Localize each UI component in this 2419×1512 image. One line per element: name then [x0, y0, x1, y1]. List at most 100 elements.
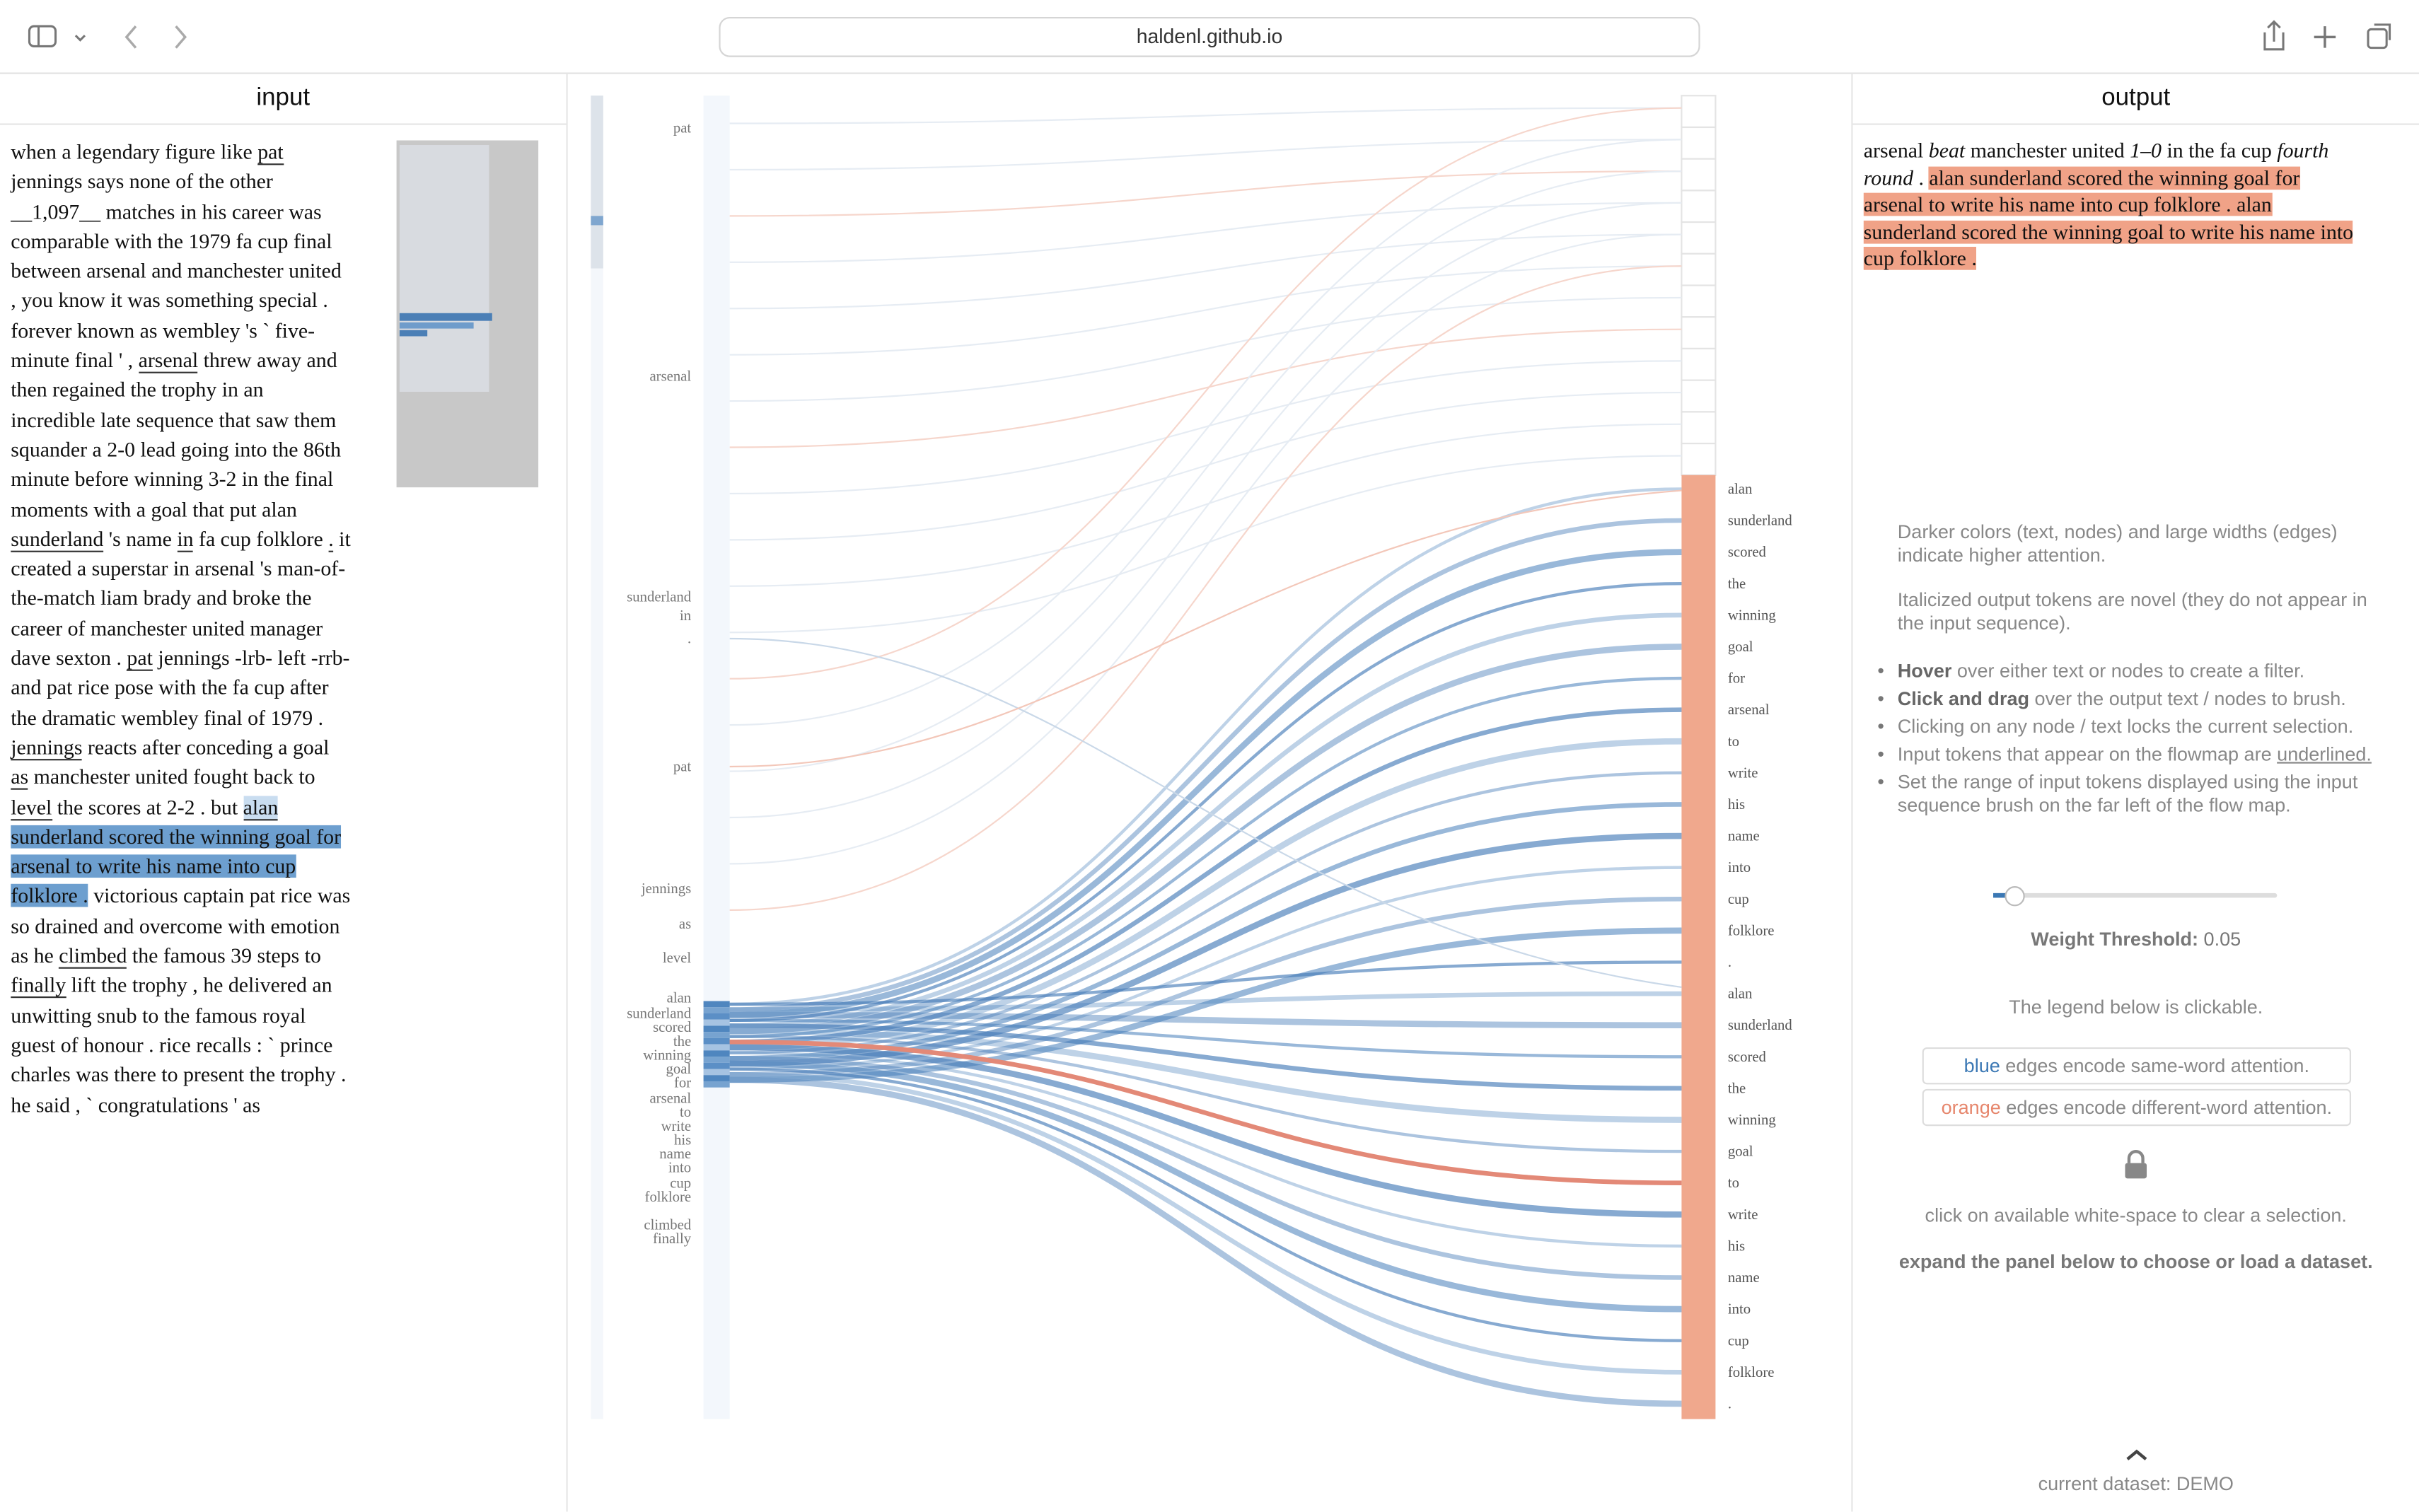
edge	[729, 802, 1682, 1061]
sidebar-button[interactable]	[28, 23, 105, 51]
edge	[729, 392, 1682, 541]
instruction-text: over the output text / nodes to brush.	[2029, 687, 2346, 710]
output-node-label: the	[1728, 1081, 1746, 1096]
text-line: charles was there to present the trophy …	[11, 1060, 350, 1090]
output-node	[1681, 190, 1717, 223]
expand-arrow[interactable]	[2124, 1447, 2149, 1462]
output-node-label: winning	[1728, 1112, 1776, 1128]
input-token: threw away and	[198, 349, 337, 372]
input-token: climbed	[59, 943, 127, 969]
output-node-label: cup	[1728, 892, 1749, 907]
input-token: the scores at 2-2 . but	[52, 795, 243, 819]
edge	[729, 1055, 1682, 1280]
output-node-label: write	[1728, 1207, 1758, 1223]
text-line: between arsenal and manchester united	[11, 256, 350, 286]
input-token: forever known as wembley 's ` five-	[11, 319, 315, 342]
input-token: as he	[11, 943, 59, 967]
input-node-label: his	[674, 1132, 691, 1148]
text-line: then regained the trophy in an	[11, 376, 350, 405]
input-node	[703, 1025, 730, 1033]
text-line: created a superstar in arsenal 's man-of…	[11, 554, 350, 583]
nav-buttons[interactable]	[120, 23, 197, 51]
input-token: the dramatic wembley final of 1979 .	[11, 706, 324, 729]
text-line: sunderland scored the winning goal for	[11, 822, 350, 851]
toolbar-actions[interactable]	[2258, 20, 2405, 54]
output-token: .	[1913, 165, 1930, 190]
input-node-label: write	[661, 1119, 692, 1134]
input-node-label: in	[680, 608, 692, 624]
text-line: level the scores at 2-2 . but alan	[11, 792, 350, 822]
expand-note: expand the panel below to choose or load…	[1898, 1250, 2373, 1273]
input-token: and pat rice pose with the fa cup after	[11, 676, 329, 699]
input-node	[703, 1032, 730, 1038]
flow-map[interactable]: pat arsenal sunderland in. pat jennings as leve…	[568, 74, 1852, 1512]
address-bar[interactable]: haldenl.github.io	[719, 16, 1700, 57]
edge	[729, 549, 1682, 1018]
legend-blue[interactable]: blue edges encode same-word attention.	[1922, 1047, 2352, 1085]
output-node-label: alan	[1728, 482, 1753, 497]
edge	[729, 637, 1682, 988]
input-node-label: as	[679, 917, 691, 932]
output-node-label: arsenal	[1728, 702, 1770, 718]
input-node	[703, 1044, 730, 1051]
output-token: arsenal	[1863, 139, 1929, 163]
input-node-label: climbed	[644, 1217, 691, 1233]
info-paragraph: Italicized output tokens are novel (they…	[1897, 589, 2367, 634]
sequence-brush	[591, 95, 603, 269]
output-node-label: his	[1728, 797, 1745, 813]
instructions: Hover over either text or nodes to creat…	[1877, 661, 2391, 818]
dataset-label: current dataset: DEMO	[2038, 1472, 2234, 1495]
text-line: minute before winning 3-2 in the final	[11, 465, 350, 494]
input-token: so drained and overcome with emotion	[11, 914, 340, 938]
info-text: Darker colors (text, nodes) and large wi…	[1898, 521, 2391, 657]
edge	[729, 1023, 1682, 1091]
input-node-label: jennings	[641, 881, 691, 897]
input-text[interactable]: when a legendary figure like pat jennings…	[11, 137, 351, 1120]
text-line: so drained and overcome with emotion	[11, 911, 350, 941]
text-line: career of manchester united manager	[11, 614, 350, 644]
edge	[729, 139, 1682, 171]
output-node-label: name	[1728, 1270, 1760, 1286]
minimap[interactable]	[396, 140, 539, 488]
edge	[729, 423, 1682, 587]
input-token: career of manchester united manager	[11, 616, 323, 640]
input-node-label: for	[674, 1076, 691, 1091]
output-token: manchester united	[1965, 139, 2130, 163]
legend-note: The legend below is clickable.	[2009, 996, 2263, 1018]
output-text[interactable]: arsenal beat manchester united 1–0 in th…	[1863, 137, 2354, 272]
edge	[729, 1076, 1682, 1407]
output-node-label: goal	[1728, 1144, 1753, 1160]
input-node	[703, 1075, 730, 1081]
output-node-label: into	[1728, 1302, 1751, 1318]
edge	[729, 1040, 1682, 1185]
text-line: he said , ` congratulations ' as	[11, 1090, 350, 1120]
lock-icon[interactable]	[2123, 1149, 2149, 1180]
text-line: forever known as wembley 's ` five-	[11, 316, 350, 346]
text-line: arsenal to write his name into cup folkl…	[1863, 191, 2353, 218]
input-token: __1,097__ matches in his career was	[11, 199, 322, 223]
output-node-label: folklore	[1728, 923, 1775, 938]
input-token: in	[177, 527, 194, 552]
divider	[1852, 123, 2419, 125]
legend-text: edges encode same-word attention.	[2000, 1054, 2310, 1077]
edge	[729, 489, 1682, 768]
edge	[729, 360, 1682, 495]
edge	[729, 1051, 1682, 1248]
legend-orange[interactable]: orange edges encode different-word atten…	[1922, 1088, 2352, 1127]
output-token: alan sunderland scored the winning goal …	[1929, 165, 2300, 190]
output-node	[1681, 221, 1717, 255]
output-node-label: to	[1728, 734, 1739, 750]
text-line: incredible late sequence that saw them	[11, 405, 350, 435]
threshold-slider[interactable]	[1993, 883, 2280, 910]
instruction-text: Input tokens that appear on the flowmap …	[1897, 743, 2278, 765]
instruction-text: underlined.	[2277, 743, 2372, 765]
threshold-value: 0.05	[2203, 929, 2241, 950]
text-line: arsenal beat manchester united 1–0 in th…	[1864, 137, 2353, 164]
input-token: as	[11, 765, 29, 791]
text-line: folklore . victorious captain pat rice w…	[11, 881, 350, 911]
output-token: round	[1863, 165, 1914, 190]
output-token: 1–0	[2130, 139, 2162, 163]
edge	[729, 233, 1682, 865]
input-token: manchester united fought back to	[28, 765, 315, 789]
